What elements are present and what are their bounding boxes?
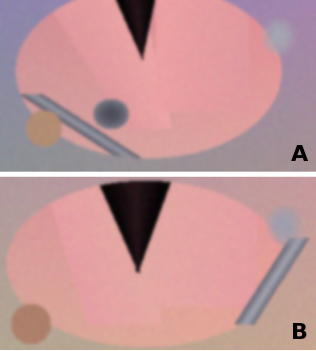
Text: A: A: [291, 145, 308, 165]
Text: B: B: [291, 323, 308, 343]
